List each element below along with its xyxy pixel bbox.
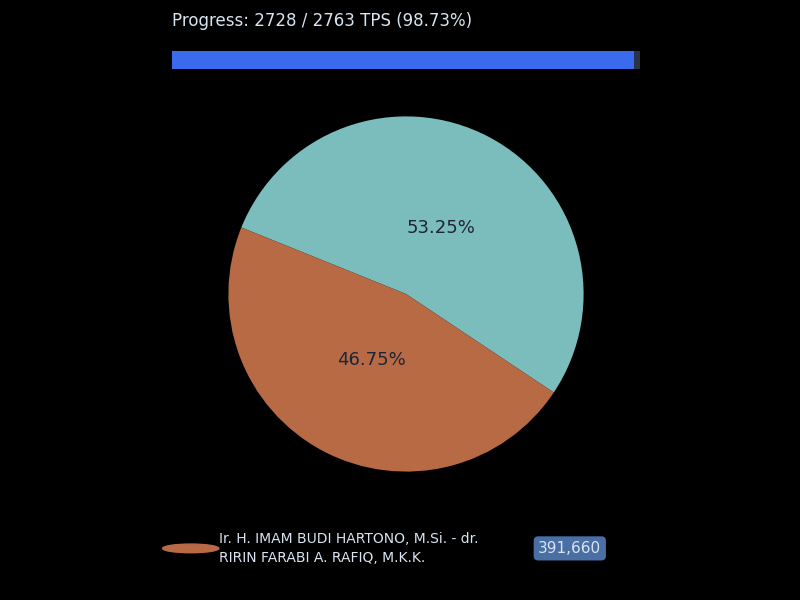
Wedge shape [242, 116, 583, 392]
Text: 391,660: 391,660 [538, 541, 602, 556]
Bar [172, 51, 634, 69]
Circle shape [162, 544, 219, 553]
Text: 46.75%: 46.75% [337, 351, 406, 369]
Text: 53.25%: 53.25% [406, 219, 475, 237]
Bar [172, 51, 640, 69]
Text: Ir. H. IMAM BUDI HARTONO, M.Si. - dr.
RIRIN FARABI A. RAFIQ, M.K.K.: Ir. H. IMAM BUDI HARTONO, M.Si. - dr. RI… [219, 532, 478, 565]
Text: Progress: 2728 / 2763 TPS (98.73%): Progress: 2728 / 2763 TPS (98.73%) [172, 12, 472, 30]
Wedge shape [229, 227, 554, 472]
